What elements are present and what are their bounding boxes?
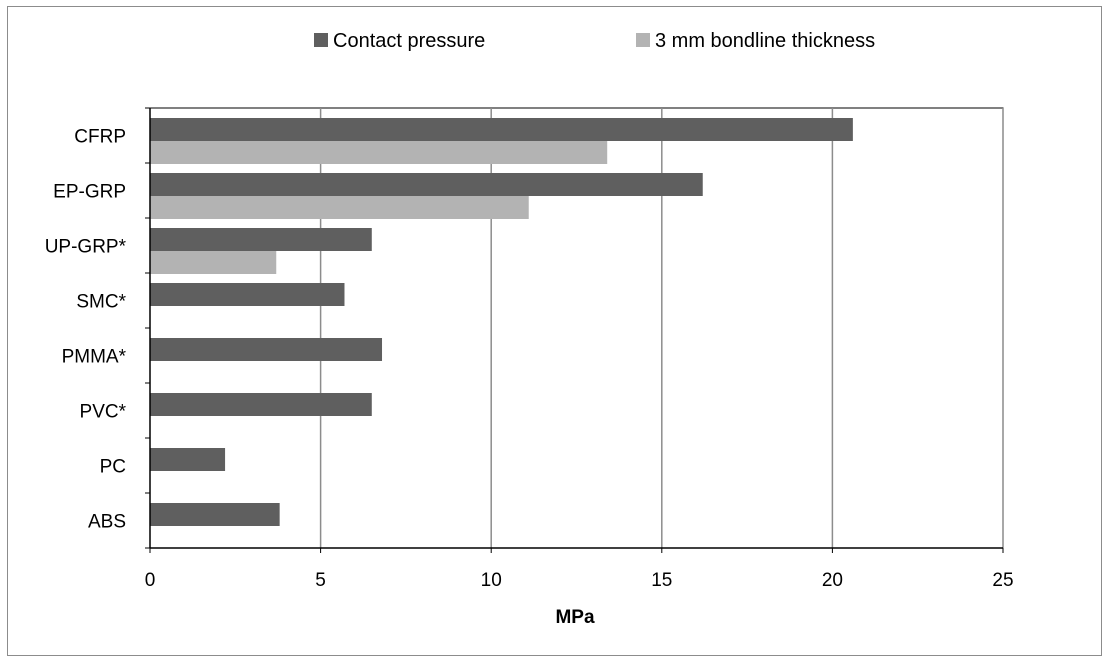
bar-epgrp-series-1 (150, 173, 703, 196)
bar-upgrp-series-1 (150, 228, 372, 251)
x-tick-label: 20 (822, 570, 843, 591)
category-label: PC (100, 457, 126, 478)
legend-label: Contact pressure (333, 30, 485, 52)
legend-swatch (636, 33, 650, 47)
x-tick-label: 5 (315, 570, 326, 591)
bar-smc-series-1 (150, 283, 345, 306)
legend-label: 3 mm bondline thickness (655, 30, 875, 52)
bar-pmma-series-1 (150, 338, 383, 361)
bar-abs-series-1 (150, 503, 280, 526)
axes (145, 107, 1004, 553)
category-label: UP-GRP* (45, 237, 127, 258)
category-label: EP-GRP (53, 182, 126, 203)
bar-cfrp-series-2 (150, 141, 608, 164)
category-labels: CFRP EP-GRP UP-GRP* SMC* PMMA* PVC* PC ABS (45, 127, 127, 533)
x-axis-title: MPa (555, 607, 595, 628)
x-tick-label: 0 (145, 570, 156, 591)
bar-cfrp-series-1 (150, 118, 853, 141)
bar-upgrp-series-2 (150, 251, 277, 274)
x-tick-label: 10 (481, 570, 502, 591)
x-tick-labels: 0 5 10 15 20 25 (145, 570, 1014, 591)
bar-pvc-series-1 (150, 393, 372, 416)
bars (150, 118, 853, 526)
bar-epgrp-series-2 (150, 196, 529, 219)
category-label: ABS (88, 512, 126, 533)
category-label: PMMA* (62, 347, 127, 368)
legend-swatch (314, 33, 328, 47)
category-label: SMC* (76, 292, 126, 313)
bar-pc-series-1 (150, 448, 226, 471)
legend: Contact pressure 3 mm bondline thickness (314, 30, 875, 52)
category-label: PVC* (80, 402, 127, 423)
x-tick-label: 25 (992, 570, 1013, 591)
category-label: CFRP (74, 127, 126, 148)
x-tick-label: 15 (651, 570, 672, 591)
